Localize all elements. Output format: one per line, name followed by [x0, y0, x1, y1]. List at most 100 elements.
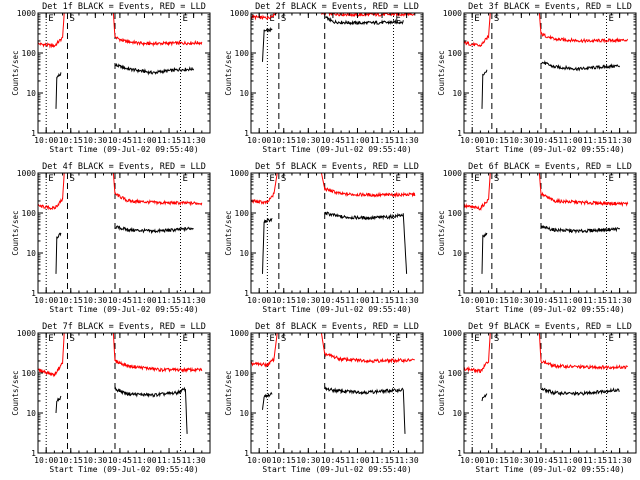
lld-series-line	[38, 173, 65, 211]
y-tick-label: 1	[244, 289, 249, 298]
y-tick-label: 100	[235, 369, 250, 378]
events-series-line	[540, 387, 620, 397]
y-axis-label: Counts/sec	[224, 370, 233, 415]
y-axis-label: Counts/sec	[224, 210, 233, 255]
y-axis-label: Counts/sec	[11, 370, 20, 415]
marker-label: S	[494, 14, 499, 24]
y-tick-label: 1	[31, 449, 36, 458]
y-axis-label: Counts/sec	[437, 370, 446, 415]
x-tick-label: 10:30	[296, 456, 320, 465]
lld-series-line	[538, 173, 629, 207]
events-series-line	[481, 69, 488, 109]
x-tick-label: 10:45	[108, 136, 132, 145]
marker-label: E	[396, 334, 401, 344]
x-tick-label: 11:00	[132, 456, 156, 465]
x-tick-label: 11:00	[345, 136, 369, 145]
x-tick-label: 10:45	[534, 296, 558, 305]
lld-series-line	[112, 333, 203, 374]
y-tick-label: 10	[239, 249, 249, 258]
x-tick-label: 11:30	[395, 136, 419, 145]
y-tick-label: 10	[26, 89, 36, 98]
panel-title: Det 1f BLACK = Events, RED = LLD	[42, 2, 206, 12]
y-tick-label: 1	[31, 289, 36, 298]
lld-series-line	[320, 333, 415, 364]
x-tick-label: 11:30	[182, 296, 206, 305]
marker-label: E	[269, 334, 274, 344]
events-series-line	[55, 232, 62, 274]
events-series-line	[262, 26, 273, 62]
x-axis-label: Start Time (09-Jul-02 09:55:40)	[49, 305, 198, 314]
panel-title: Det 5f BLACK = Events, RED = LLD	[255, 162, 419, 172]
y-axis-label: Counts/sec	[437, 50, 446, 95]
x-tick-label: 11:00	[558, 456, 582, 465]
marker-label: S	[494, 174, 499, 184]
x-tick-label: 10:30	[83, 296, 107, 305]
y-tick-label: 10	[452, 249, 462, 258]
marker-label: E	[183, 174, 188, 184]
x-tick-label: 10:00	[460, 456, 484, 465]
y-tick-label: 10	[239, 409, 249, 418]
panel-title: Det 7f BLACK = Events, RED = LLD	[42, 322, 206, 332]
x-axis-label: Start Time (09-Jul-02 09:55:40)	[475, 465, 624, 474]
y-tick-label: 1000	[17, 329, 36, 338]
x-axis-label: Start Time (09-Jul-02 09:55:40)	[49, 465, 198, 474]
y-tick-label: 100	[22, 369, 37, 378]
y-axis-label: Counts/sec	[11, 50, 20, 95]
y-tick-label: 1000	[443, 9, 462, 18]
plot-frame	[463, 172, 637, 294]
marker-label: S	[281, 334, 286, 344]
y-axis-label: Counts/sec	[437, 210, 446, 255]
events-series-line	[262, 217, 273, 274]
x-tick-label: 11:30	[182, 136, 206, 145]
lld-series-line	[112, 173, 203, 207]
x-tick-label: 10:00	[247, 456, 271, 465]
panel-title: Det 2f BLACK = Events, RED = LLD	[255, 2, 419, 12]
x-tick-label: 10:00	[34, 136, 58, 145]
x-tick-label: 10:30	[509, 296, 533, 305]
y-tick-label: 100	[448, 209, 463, 218]
panel-6: Det 6f BLACK = Events, RED = LLD E S E 1 10 10…	[437, 162, 637, 314]
x-tick-label: 10:15	[272, 296, 296, 305]
lld-series-line	[464, 173, 491, 212]
y-tick-label: 1	[457, 289, 462, 298]
marker-label: E	[609, 174, 614, 184]
x-tick-label: 10:45	[321, 456, 345, 465]
y-tick-label: 1000	[443, 329, 462, 338]
x-tick-label: 10:45	[534, 136, 558, 145]
x-tick-label: 10:45	[321, 136, 345, 145]
x-tick-label: 11:15	[583, 136, 607, 145]
panel-3: Det 3f BLACK = Events, RED = LLD E S E 1 10 10…	[437, 2, 637, 154]
x-tick-label: 10:30	[83, 136, 107, 145]
lld-series-line	[251, 173, 278, 205]
y-tick-label: 1000	[17, 169, 36, 178]
marker-label: E	[183, 334, 188, 344]
y-tick-label: 100	[22, 49, 37, 58]
marker-label: S	[69, 174, 74, 184]
y-tick-label: 100	[235, 49, 250, 58]
x-tick-label: 11:15	[583, 296, 607, 305]
events-series-line	[114, 225, 194, 235]
plot-frame	[250, 332, 424, 454]
x-tick-label: 10:30	[296, 296, 320, 305]
events-series-line	[55, 395, 62, 414]
marker-label: S	[281, 174, 286, 184]
x-tick-label: 10:15	[59, 296, 83, 305]
events-series-line	[324, 386, 406, 434]
x-tick-label: 10:00	[460, 136, 484, 145]
y-tick-label: 100	[448, 369, 463, 378]
plot-frame	[463, 12, 637, 134]
x-axis-label: Start Time (09-Jul-02 09:55:40)	[475, 145, 624, 154]
x-axis-label: Start Time (09-Jul-02 09:55:40)	[475, 305, 624, 314]
lld-series-line	[38, 333, 65, 378]
lld-series-line	[538, 13, 629, 44]
x-tick-label: 10:45	[108, 456, 132, 465]
plot-frame	[37, 172, 211, 294]
y-tick-label: 1	[244, 129, 249, 138]
plot-frame	[250, 172, 424, 294]
x-tick-label: 11:15	[370, 136, 394, 145]
x-tick-label: 11:30	[395, 296, 419, 305]
x-tick-label: 11:00	[345, 456, 369, 465]
x-tick-label: 11:15	[370, 296, 394, 305]
